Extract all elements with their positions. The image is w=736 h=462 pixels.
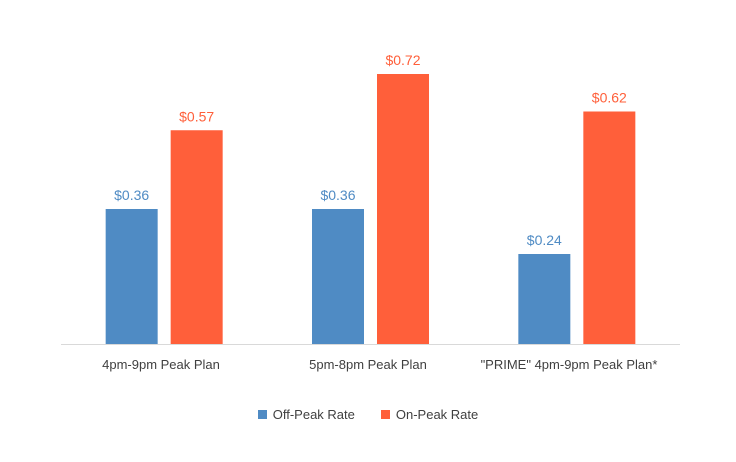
bar-0-0: [105, 209, 158, 344]
bar-1-2: [583, 111, 636, 344]
legend-label-on-peak: On-Peak Rate: [395, 407, 479, 422]
category-label-2: "PRIME" 4pm-9pm Peak Plan*: [480, 357, 658, 372]
data-label-1-2: $0.62: [592, 90, 627, 106]
data-label-1-0: $0.57: [179, 108, 214, 124]
data-label-0-1: $0.36: [320, 187, 355, 203]
legend: Off-Peak Rate On-Peak Rate: [0, 407, 736, 422]
bar-0-1: [312, 209, 364, 344]
legend-swatch-off-peak: [257, 410, 267, 419]
data-label-1-1: $0.72: [385, 52, 420, 68]
bar-1-1: [377, 74, 429, 344]
category-label-0: 4pm-9pm Peak Plan: [102, 357, 220, 372]
category-label-1: 5pm-8pm Peak Plan: [309, 357, 427, 372]
data-label-0-2: $0.24: [527, 232, 562, 248]
legend-item-on-peak: On-Peak Rate: [380, 407, 479, 422]
data-label-0-0: $0.36: [114, 187, 149, 203]
legend-swatch-on-peak: [380, 410, 390, 419]
bar-0-2: [518, 254, 571, 344]
bar-1-0: [170, 130, 223, 344]
legend-item-off-peak: Off-Peak Rate: [257, 407, 355, 422]
legend-label-off-peak: Off-Peak Rate: [272, 407, 355, 422]
